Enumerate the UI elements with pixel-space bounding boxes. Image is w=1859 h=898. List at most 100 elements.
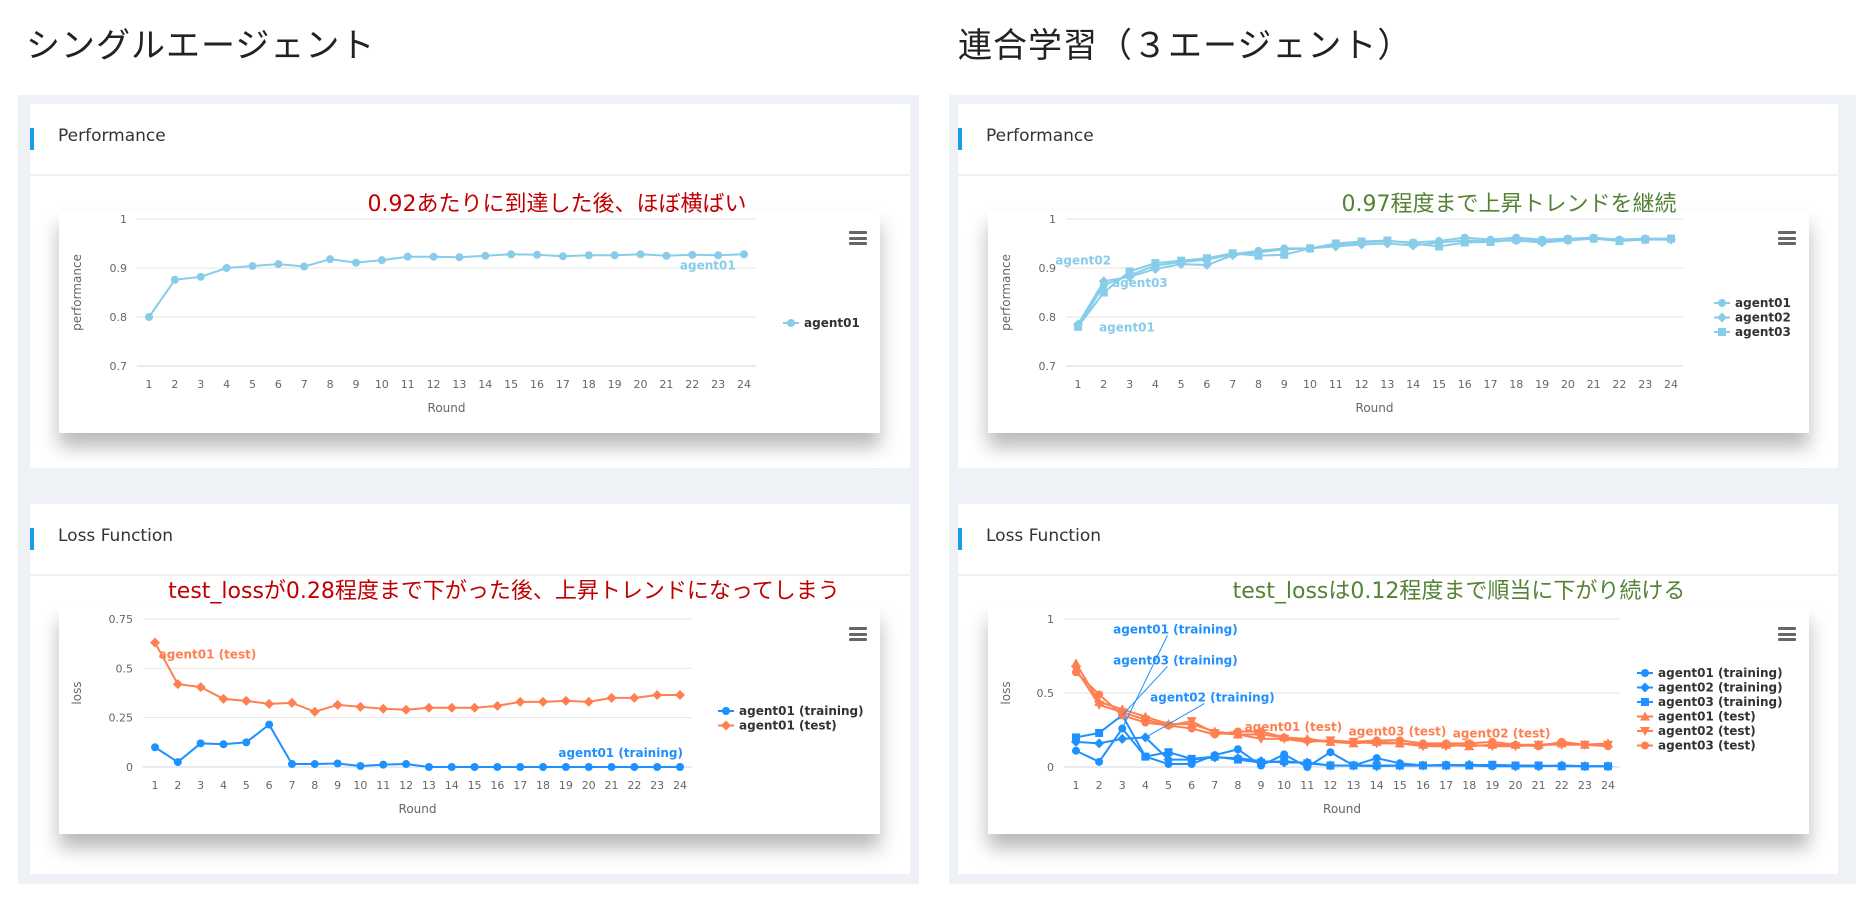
legend-marker-icon	[1640, 727, 1650, 736]
data-point	[1580, 740, 1589, 749]
x-tick-label: 17	[1484, 378, 1498, 391]
series-agent01[interactable]	[145, 250, 748, 321]
data-label: agent02	[1055, 254, 1111, 268]
data-point	[1117, 733, 1128, 744]
x-tick-label: 3	[1119, 779, 1126, 792]
card-accent-bar	[30, 528, 34, 550]
legend-item[interactable]: agent02	[1714, 311, 1791, 325]
legend-item[interactable]: agent03	[1714, 325, 1791, 339]
data-point	[1604, 742, 1612, 751]
data-point	[470, 763, 479, 771]
data-point	[1372, 761, 1381, 770]
card-header: Loss Function	[30, 504, 910, 576]
x-tick-label: 17	[556, 378, 570, 391]
x-tick-label: 15	[1432, 378, 1446, 391]
data-point	[1125, 267, 1134, 276]
data-point	[1257, 727, 1266, 736]
data-point	[1580, 762, 1589, 771]
data-point	[1534, 742, 1543, 751]
data-point	[309, 706, 320, 717]
legend-item[interactable]: agent01 (test)	[718, 719, 837, 733]
data-point	[196, 739, 205, 748]
legend-label: agent01 (test)	[739, 719, 837, 733]
chart-svg: 0.70.80.911 2 3 4 5 6 7 8 9 10 11 12 13 14 15 16 17 18 19 2…	[999, 213, 1791, 415]
x-tick-label: 1	[152, 779, 159, 792]
legend-label: agent01 (test)	[1658, 710, 1756, 724]
x-tick-label: 8	[1234, 779, 1241, 792]
y-tick-label: 0.75	[109, 613, 134, 626]
legend-item[interactable]: agent01 (training)	[1637, 666, 1783, 680]
data-point	[377, 256, 386, 265]
card-title: Performance	[58, 126, 166, 146]
legend-item[interactable]: agent03 (training)	[1637, 695, 1783, 709]
legend-item[interactable]: agent03 (test)	[1637, 739, 1756, 753]
legend-item[interactable]: agent01 (training)	[718, 704, 864, 718]
data-point	[1326, 748, 1335, 757]
y-tick-label: 1	[1049, 213, 1056, 226]
data-point	[636, 250, 645, 259]
federated-learning-heading: 連合学習（３エージェント）	[958, 26, 1413, 66]
x-tick-label: 24	[673, 779, 687, 792]
data-point	[446, 702, 457, 713]
data-point	[533, 250, 542, 259]
data-point	[248, 262, 257, 271]
data-point	[150, 637, 160, 648]
legend-label: agent02 (training)	[1658, 681, 1783, 695]
data-point	[1326, 737, 1335, 746]
y-tick-label: 0.9	[110, 262, 128, 275]
hamburger-menu-icon[interactable]	[1778, 231, 1796, 245]
legend-item[interactable]: agent01 (test)	[1637, 710, 1756, 724]
data-point	[1164, 748, 1173, 757]
data-point	[629, 692, 640, 703]
x-tick-label: 24	[1601, 779, 1615, 792]
legend-item[interactable]: agent02 (training)	[1637, 681, 1783, 695]
hamburger-menu-icon[interactable]	[849, 231, 867, 245]
data-point	[424, 763, 433, 771]
data-point	[1349, 737, 1358, 746]
series-agent03-test-[interactable]	[1072, 668, 1612, 751]
series-agent01-test-[interactable]	[150, 637, 685, 717]
legend-item[interactable]: agent02 (test)	[1637, 724, 1756, 738]
data-point	[676, 763, 684, 771]
legend-marker-icon	[1641, 741, 1649, 750]
data-point	[1306, 244, 1315, 253]
y-tick-label: 0.8	[110, 311, 128, 324]
hamburger-menu-icon[interactable]	[1778, 627, 1796, 641]
x-tick-label: 14	[478, 378, 492, 391]
x-axis-title: Round	[1323, 802, 1361, 816]
legend-item[interactable]: agent01	[1714, 296, 1791, 310]
data-point	[1511, 740, 1520, 749]
data-label: agent01 (test)	[1245, 720, 1343, 734]
data-point	[1072, 733, 1080, 742]
x-tick-label: 4	[1142, 779, 1149, 792]
legend-item[interactable]: agent01	[783, 316, 860, 330]
y-tick-label: 0	[1047, 761, 1054, 774]
x-tick-label: 17	[1439, 779, 1453, 792]
data-point	[492, 700, 503, 711]
hamburger-menu-icon[interactable]	[849, 627, 867, 641]
data-point	[1098, 276, 1109, 287]
x-tick-label: 9	[352, 378, 359, 391]
x-tick-label: 18	[1462, 779, 1476, 792]
series-agent01-training-[interactable]	[151, 720, 684, 771]
data-point	[403, 252, 412, 261]
data-point	[219, 740, 228, 749]
data-point	[455, 253, 464, 262]
data-point	[1511, 761, 1520, 770]
data-point	[447, 763, 456, 771]
series-agent03[interactable]	[1074, 234, 1675, 331]
x-tick-label: 12	[1323, 779, 1337, 792]
card-header: Performance	[30, 104, 910, 176]
data-point	[1395, 736, 1404, 745]
data-point	[1095, 757, 1104, 766]
y-tick-label: 0.7	[1039, 360, 1057, 373]
legend-label: agent02 (test)	[1658, 724, 1756, 738]
data-point	[1201, 260, 1212, 271]
x-tick-label: 18	[536, 779, 550, 792]
x-tick-label: 20	[582, 779, 596, 792]
data-point	[1667, 234, 1675, 243]
data-point	[558, 252, 567, 261]
y-axis-title: loss	[999, 681, 1013, 704]
data-point	[242, 738, 251, 747]
data-point	[662, 251, 671, 260]
